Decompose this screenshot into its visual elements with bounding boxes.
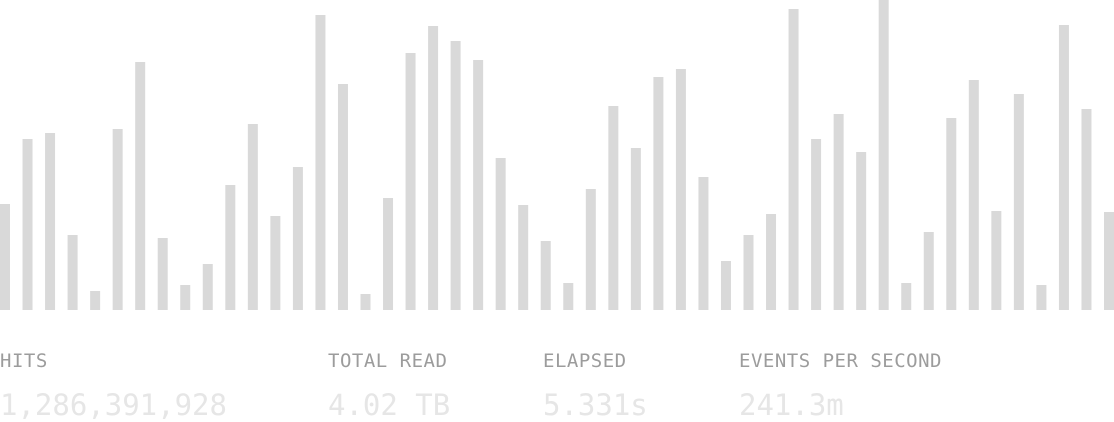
chart-bar: [428, 26, 439, 310]
chart-bar: [1058, 25, 1069, 310]
chart-bar: [225, 185, 236, 310]
chart-bar: [698, 177, 709, 310]
chart-bar: [157, 238, 168, 310]
chart-bar: [270, 216, 281, 310]
chart-bar: [180, 285, 191, 310]
chart-bar: [405, 53, 416, 310]
chart-bar: [743, 235, 754, 310]
chart-bar: [0, 204, 10, 310]
stat-elapsed-label: ELAPSED: [543, 350, 627, 372]
chart-bar: [383, 198, 394, 310]
chart-bar: [247, 124, 258, 310]
stat-elapsed: ELAPSED 5.331s: [543, 348, 648, 422]
chart-bar: [90, 291, 101, 310]
chart-bar: [360, 294, 371, 310]
chart-bar: [1081, 109, 1092, 310]
chart-bar: [1013, 94, 1024, 310]
chart-bar: [22, 139, 33, 310]
chart-bar: [901, 283, 912, 310]
stat-events-per-second-label: EVENTS PER SECOND: [739, 350, 942, 372]
chart-bar: [878, 0, 889, 310]
chart-bar: [630, 148, 641, 310]
chart-bar: [450, 41, 461, 310]
chart-bar: [585, 189, 596, 310]
stat-events-per-second-value: 241.3m: [739, 388, 844, 422]
stat-events-per-second: EVENTS PER SECOND 241.3m: [739, 348, 942, 422]
chart-bar: [45, 133, 56, 310]
stat-elapsed-value: 5.331s: [543, 388, 648, 422]
chart-bar: [608, 106, 619, 310]
chart-bar: [720, 261, 731, 310]
chart-bar: [495, 158, 506, 310]
chart-bar: [1036, 285, 1047, 310]
activity-bar-chart: [0, 0, 1114, 310]
chart-bar: [968, 80, 979, 310]
chart-bar: [766, 214, 777, 310]
chart-bar: [135, 62, 146, 310]
stat-total-read: TOTAL READ 4.02 TB: [328, 348, 450, 422]
chart-bar: [518, 205, 529, 310]
chart-bar: [856, 152, 867, 310]
chart-bar: [991, 211, 1002, 310]
chart-bar: [292, 167, 303, 310]
stat-hits-label: HITS: [0, 350, 48, 372]
chart-bar: [473, 60, 484, 310]
stat-hits-value: 1,286,391,928: [0, 388, 227, 422]
chart-bar: [946, 118, 957, 310]
chart-bar: [653, 77, 664, 310]
chart-bar: [67, 235, 78, 310]
stat-hits: HITS 1,286,391,928: [0, 348, 227, 422]
stats-row: HITS 1,286,391,928 TOTAL READ 4.02 TB EL…: [0, 348, 1114, 422]
chart-bar: [811, 139, 822, 310]
chart-bar: [563, 283, 574, 310]
chart-bar: [112, 129, 123, 310]
chart-bar: [540, 241, 551, 310]
chart-bar: [1104, 212, 1114, 310]
chart-bar: [923, 232, 934, 310]
chart-bar: [788, 9, 799, 310]
chart-bar: [315, 15, 326, 310]
chart-bar: [675, 69, 686, 310]
stat-total-read-label: TOTAL READ: [328, 350, 448, 372]
stat-total-read-value: 4.02 TB: [328, 388, 451, 422]
chart-bar: [833, 114, 844, 310]
chart-bar: [202, 264, 213, 310]
chart-bar: [337, 84, 348, 310]
